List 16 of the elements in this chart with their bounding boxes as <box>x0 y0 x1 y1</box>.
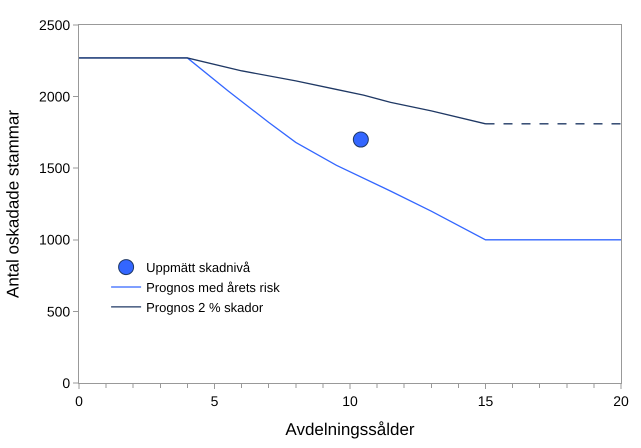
x-tick-label: 20 <box>613 392 629 409</box>
legend-label: Uppmätt skadnivå <box>146 260 251 276</box>
legend-label: Prognos med årets risk <box>146 280 280 296</box>
legend-label: Prognos 2 % skador <box>146 300 264 315</box>
x-tick-label: 10 <box>342 392 358 409</box>
y-tick-label: 500 <box>46 303 70 320</box>
x-tick-label: 15 <box>478 392 494 409</box>
y-tick-label: 1000 <box>39 232 70 248</box>
x-tick-label: 5 <box>210 392 219 409</box>
y-tick-label: 2500 <box>39 16 70 33</box>
x-tick-label: 0 <box>75 392 84 409</box>
x-axis-title: Avdelningssålder <box>285 420 415 440</box>
y-tick-label: 1500 <box>39 160 70 176</box>
y-tick-label: 2000 <box>39 88 70 104</box>
y-axis-title: Antal oskadade stammar <box>4 110 23 298</box>
y-tick-label: 0 <box>62 374 70 391</box>
